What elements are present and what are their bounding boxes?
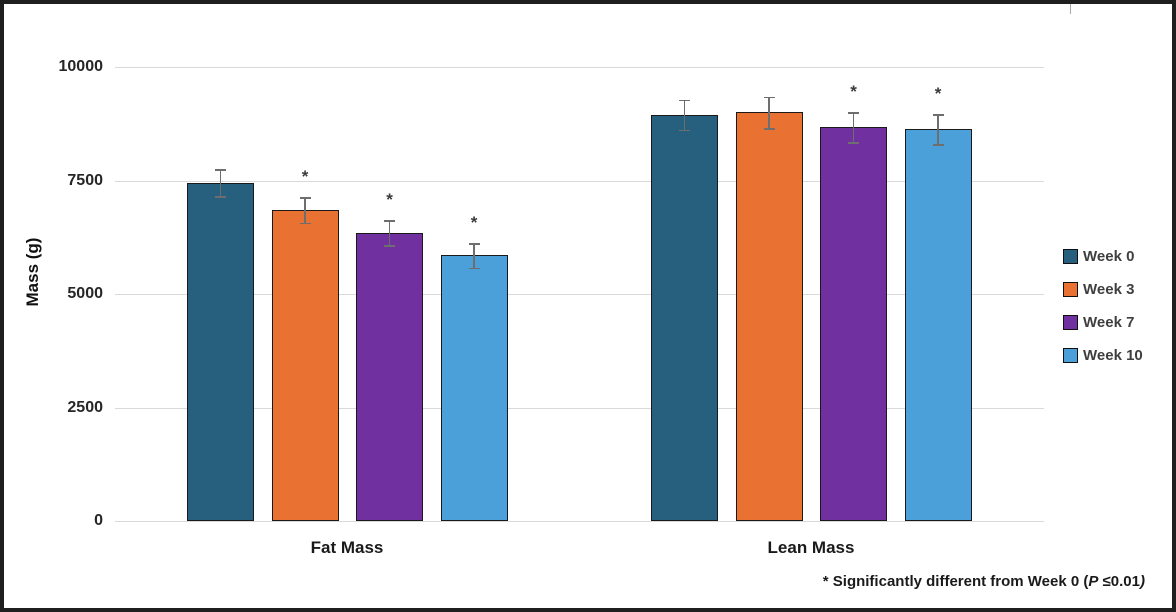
chart-object-edge-line [1070,4,1071,14]
error-bar-cap-top [384,220,395,222]
legend-item-week-10: Week 10 [1063,345,1143,365]
legend-swatch-week-10 [1063,347,1078,363]
legend-swatch-week-0 [1063,248,1078,264]
gridline-0 [115,521,1044,522]
y-axis-title: Mass (g) [23,237,42,307]
error-bar-cap-bottom [848,142,859,144]
bar-week-7-lean-mass [820,127,887,521]
footnote-close-paren: ) [1140,573,1145,590]
footnote-text: * Significantly different from Week 0 ( [822,573,1089,590]
error-bar-cap-top [468,243,480,245]
significance-asterisk: * [386,190,393,209]
error-bar [304,197,306,223]
error-bar [768,96,770,129]
bar-week-10-lean-mass [904,129,972,521]
legend-item-week-3: Week 3 [1063,279,1134,299]
y-tick-label-7500: 7500 [67,171,103,189]
category-label-fat-mass: Fat Mass [310,538,384,557]
significance-asterisk: * [470,213,478,233]
error-bar-cap-bottom [384,245,395,247]
bar-week-7-fat-mass [356,232,423,521]
legend-swatch-week-3 [1063,281,1078,297]
gridline-10000 [115,67,1044,68]
error-bar [683,99,686,130]
legend-label: Week 7 [1083,313,1135,331]
error-bar [852,112,855,143]
footnote-p-symbol: P [1088,573,1099,590]
error-bar-cap-bottom [932,144,944,146]
error-bar-cap-bottom [468,267,480,270]
error-bar-cap-top [848,112,859,114]
significance-asterisk: * [301,167,309,187]
error-bar-cap-bottom [299,222,311,225]
gridline-7500 [115,180,1044,182]
bar-week-0-fat-mass [187,182,254,521]
error-bar-cap-top [679,99,690,102]
error-bar-cap-bottom [215,196,226,198]
error-bar-cap-bottom [679,129,690,132]
bar-week-10-fat-mass [440,255,508,521]
y-tick-label-10000: 10000 [58,58,104,75]
legend-swatch-week-7 [1063,314,1078,330]
legend-label: Week 0 [1083,247,1135,265]
gridline-5000 [115,294,1044,295]
bar-week-3-lean-mass [735,112,803,521]
significance-asterisk: * [934,84,942,104]
significance-asterisk: * [850,82,857,102]
error-bar-cap-top [932,114,944,116]
category-label-lean-mass: Lean Mass [767,538,855,557]
bar-week-3-fat-mass [271,210,339,521]
legend-item-week-0: Week 0 [1063,246,1134,266]
legend-label: Week 10 [1083,346,1143,364]
error-bar [219,169,222,197]
legend-item-week-7: Week 7 [1063,312,1134,332]
y-tick-label-2500: 2500 [67,398,103,416]
y-tick-label-5000: 5000 [67,285,103,302]
legend-label: Week 3 [1083,280,1135,298]
error-bar [937,114,939,145]
footnote-condition: ≤0.01 [1098,573,1140,590]
y-tick-label-0: 0 [94,512,103,529]
significance-footnote: * Significantly different from Week 0 (P… [823,573,1145,590]
error-bar-cap-top [763,96,775,99]
bar-week-0-lean-mass [651,114,718,521]
error-bar-cap-bottom [763,128,775,130]
error-bar-cap-top [299,197,311,199]
error-bar-cap-top [215,169,226,171]
gridline-2500 [115,407,1044,409]
error-bar [388,220,391,246]
error-bar [473,243,475,268]
